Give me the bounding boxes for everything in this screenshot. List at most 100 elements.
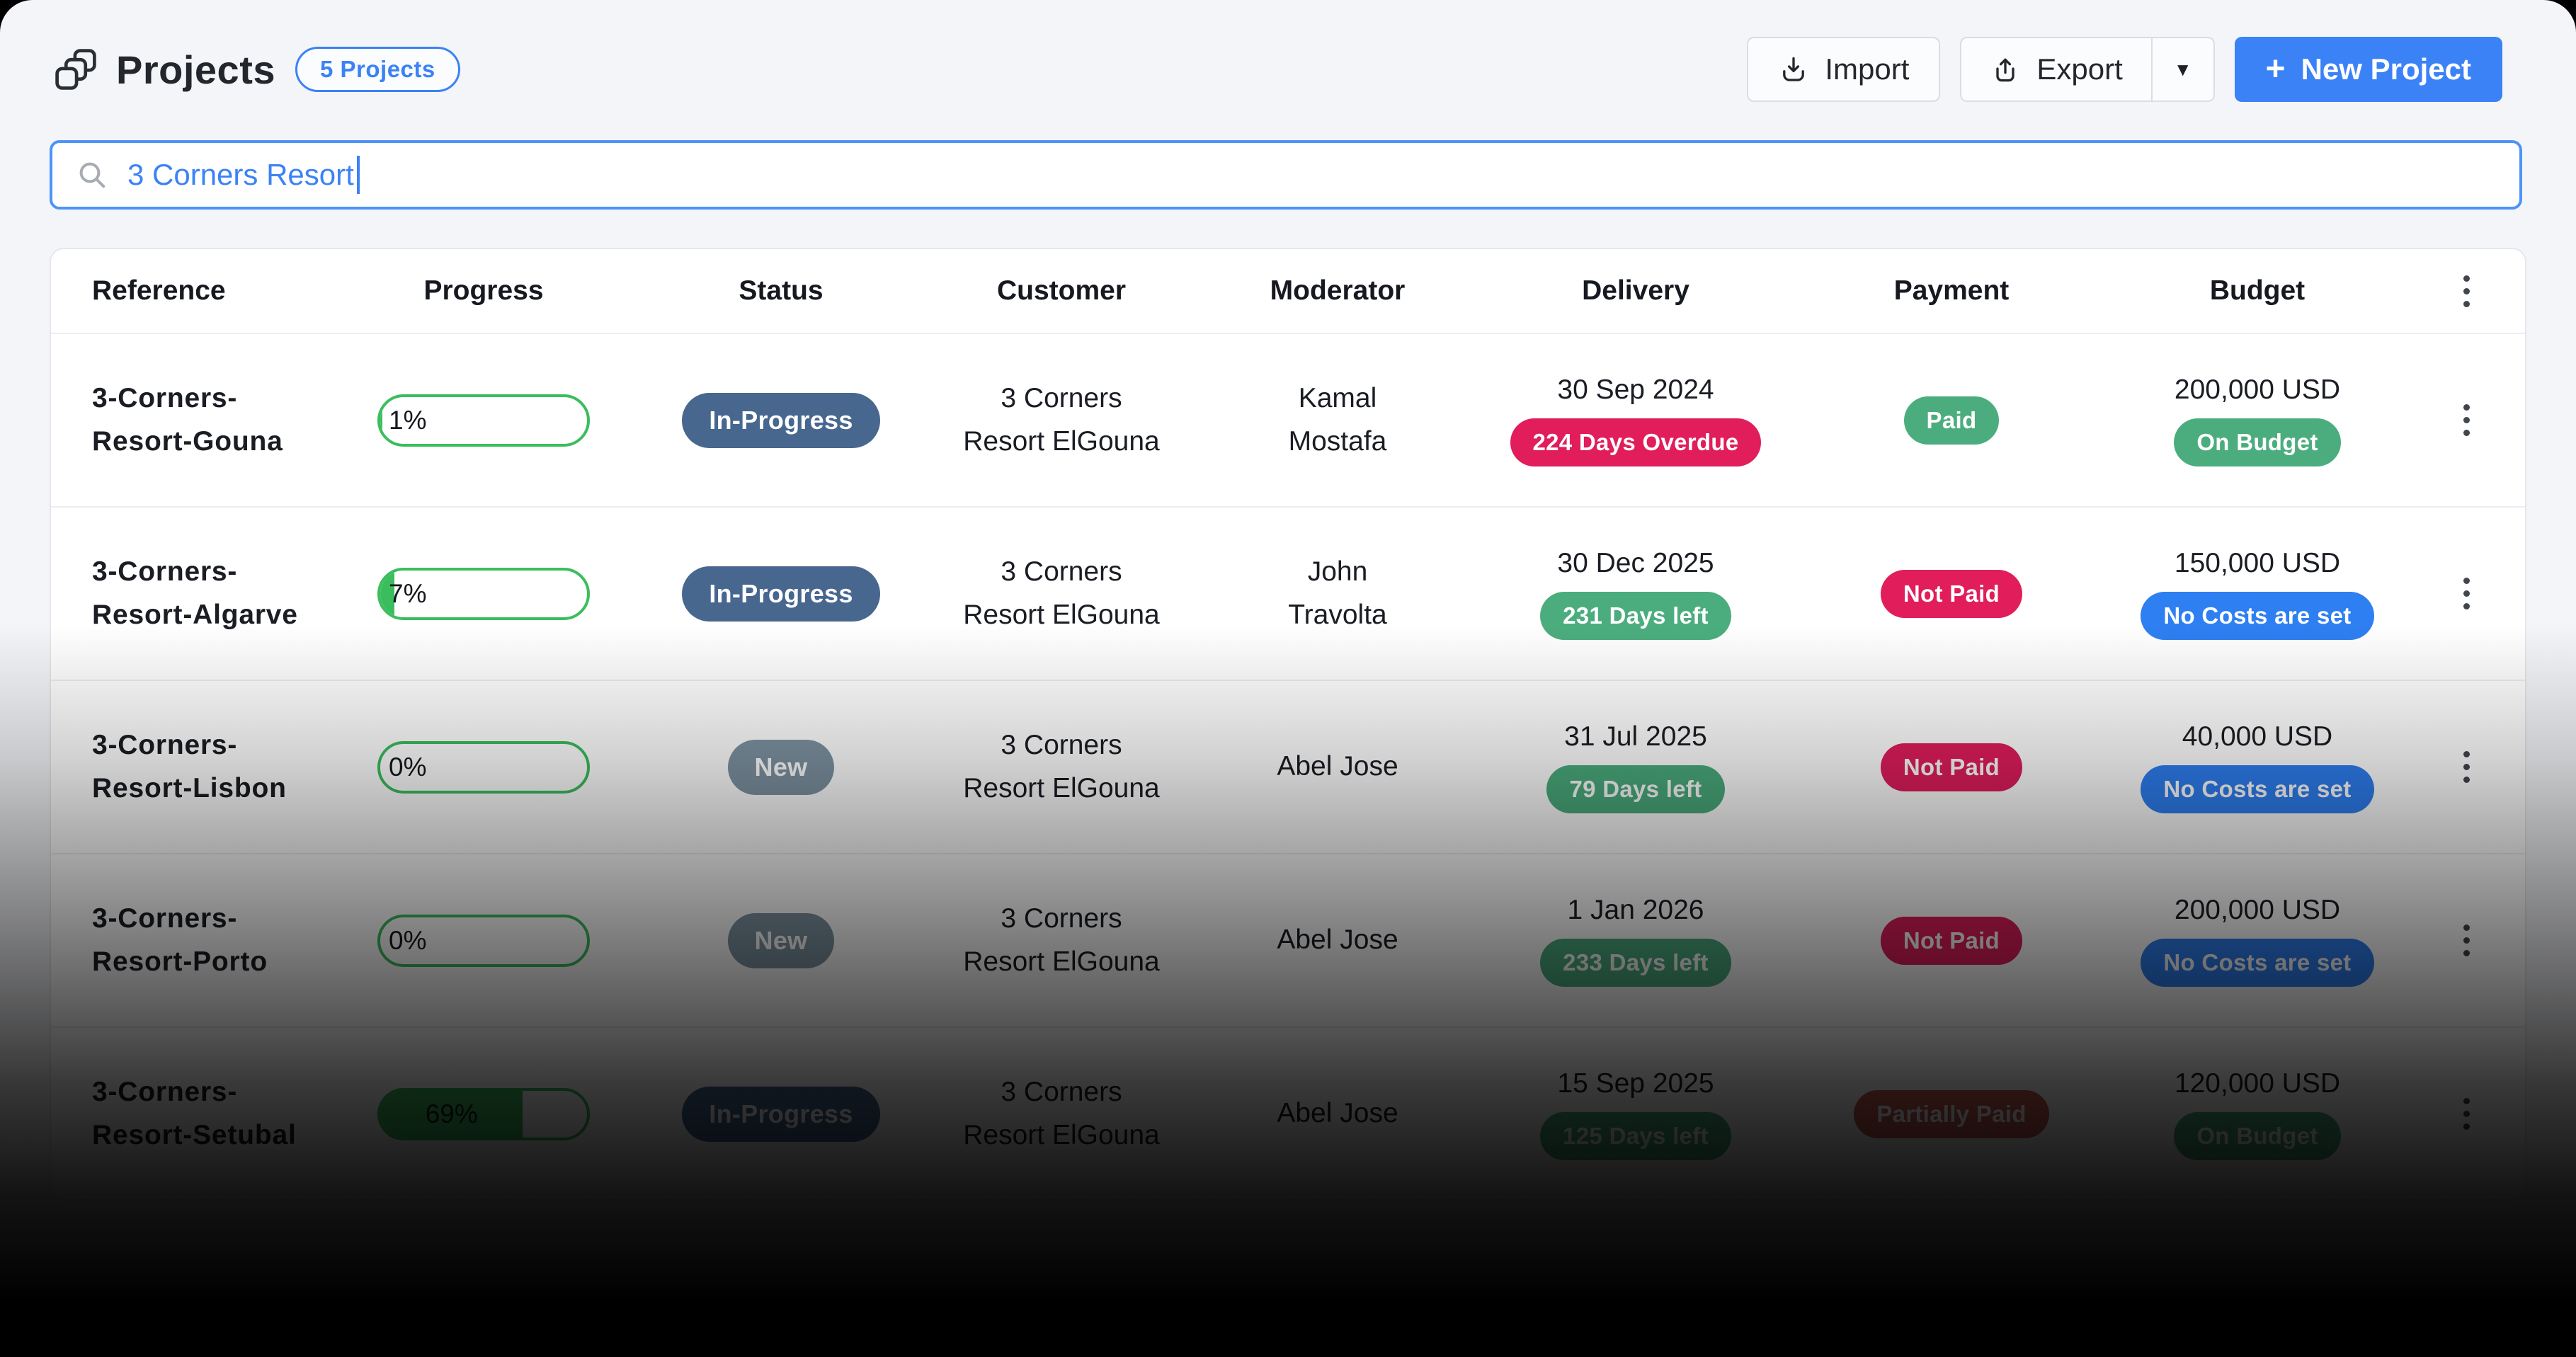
reference-cell: 3-Corners-Resort-Gouna xyxy=(92,383,283,457)
plus-icon: + xyxy=(2265,50,2286,88)
budget-amount: 200,000 USD xyxy=(2174,894,2341,925)
search-value: 3 Corners Resort xyxy=(127,158,354,191)
delivery-cell: 15 Sep 2025 125 Days left xyxy=(1540,1068,1731,1160)
reference-cell: 3-Corners-Resort-Algarve xyxy=(92,556,298,630)
row-options-button[interactable] xyxy=(2441,562,2491,626)
delivery-date: 15 Sep 2025 xyxy=(1557,1067,1714,1099)
status-badge: New xyxy=(727,739,835,795)
delivery-countdown-badge: 79 Days left xyxy=(1546,765,1725,813)
status-cell: In-Progress xyxy=(682,566,880,622)
row-options-button[interactable] xyxy=(2441,1082,2491,1146)
delivery-countdown-badge: 231 Days left xyxy=(1540,591,1731,640)
progress-cell: 7% xyxy=(377,567,590,620)
budget-status-badge: No Costs are set xyxy=(2141,591,2374,640)
reference-cell: 3-Corners-Resort-Setubal xyxy=(92,1077,297,1150)
export-button-group: Export ▼ xyxy=(1960,37,2215,102)
search-input[interactable]: 3 Corners Resort xyxy=(50,140,2522,210)
progress-cell: 69% xyxy=(377,1087,590,1140)
column-header-status: Status xyxy=(739,275,823,306)
delivery-date: 30 Dec 2025 xyxy=(1557,547,1714,578)
budget-cell: 120,000 USD On Budget xyxy=(2174,1067,2341,1160)
progress-bar: 0% xyxy=(377,740,590,794)
progress-cell: 0% xyxy=(377,914,590,967)
delivery-date: 30 Sep 2024 xyxy=(1557,374,1714,405)
project-count-badge: 5 Projects xyxy=(295,47,460,92)
moderator-cell: Kamal Mostafa xyxy=(1288,383,1387,457)
payment-cell: Not Paid xyxy=(1880,743,2023,791)
top-bar: Projects 5 Projects Import xyxy=(52,34,2502,105)
payment-status-badge: Partially Paid xyxy=(1854,1089,2049,1138)
status-badge: In-Progress xyxy=(682,1086,880,1142)
delivery-date: 1 Jan 2026 xyxy=(1567,894,1704,925)
status-badge: New xyxy=(727,912,835,968)
reference-cell: 3-Corners-Resort-Lisbon xyxy=(92,730,287,803)
status-badge: In-Progress xyxy=(682,566,880,622)
progress-bar: 69% xyxy=(377,1087,590,1140)
export-options-button[interactable]: ▼ xyxy=(2150,38,2213,101)
budget-amount: 40,000 USD xyxy=(2182,721,2333,752)
payment-cell: Not Paid xyxy=(1880,916,2023,965)
column-header-payment: Payment xyxy=(1893,275,2010,306)
progress-bar: 0% xyxy=(377,914,590,967)
budget-status-badge: On Budget xyxy=(2174,418,2341,466)
export-button[interactable]: Export xyxy=(1961,38,2150,101)
delivery-countdown-badge: 125 Days left xyxy=(1540,1111,1731,1160)
payment-status-badge: Paid xyxy=(1903,396,2000,445)
import-icon xyxy=(1778,54,1809,85)
delivery-cell: 30 Sep 2024 224 Days Overdue xyxy=(1510,374,1762,466)
budget-status-badge: No Costs are set xyxy=(2141,938,2374,987)
customer-cell: 3 Corners Resort ElGouna xyxy=(963,1077,1160,1150)
customer-cell: 3 Corners Resort ElGouna xyxy=(963,730,1160,803)
customer-cell: 3 Corners Resort ElGouna xyxy=(963,903,1160,977)
moderator-cell: Abel Jose xyxy=(1277,924,1398,956)
search-icon xyxy=(75,158,109,192)
moderator-cell: Abel Jose xyxy=(1277,1098,1398,1129)
customer-cell: 3 Corners Resort ElGouna xyxy=(963,556,1160,630)
table-body: 3-Corners-Resort-Gouna 1% In-Progress 3 Cor… xyxy=(51,333,2525,1199)
budget-status-badge: No Costs are set xyxy=(2141,765,2374,813)
row-options-button[interactable] xyxy=(2441,389,2491,452)
row-options-button[interactable] xyxy=(2441,909,2491,973)
delivery-cell: 30 Dec 2025 231 Days left xyxy=(1540,548,1731,640)
column-header-moderator: Moderator xyxy=(1270,275,1406,306)
budget-cell: 40,000 USD No Costs are set xyxy=(2141,721,2374,813)
import-button[interactable]: Import xyxy=(1747,37,1941,102)
column-header-progress: Progress xyxy=(423,275,544,306)
new-project-button[interactable]: + New Project xyxy=(2234,37,2502,102)
progress-bar: 7% xyxy=(377,567,590,620)
projects-table: Reference Progress Status Customer Moder… xyxy=(50,248,2526,1201)
projects-logo-icon xyxy=(52,46,99,93)
table-options-button[interactable] xyxy=(2441,259,2491,323)
delivery-countdown-badge: 224 Days Overdue xyxy=(1510,418,1762,466)
status-cell: In-Progress xyxy=(682,1086,880,1142)
progress-fill xyxy=(380,396,382,444)
table-header-row: Reference Progress Status Customer Moder… xyxy=(51,249,2525,333)
delivery-countdown-badge: 233 Days left xyxy=(1540,938,1731,987)
row-options-button[interactable] xyxy=(2441,735,2491,799)
budget-amount: 200,000 USD xyxy=(2174,374,2341,405)
export-icon xyxy=(1990,54,2021,85)
export-label: Export xyxy=(2036,52,2123,86)
moderator-cell: John Travolta xyxy=(1288,556,1387,630)
table-row: 3-Corners-Resort-Gouna 1% In-Progress 3 Cor… xyxy=(51,333,2525,506)
progress-bar: 1% xyxy=(377,394,590,447)
payment-cell: Partially Paid xyxy=(1854,1089,2049,1138)
payment-status-badge: Not Paid xyxy=(1880,916,2023,965)
column-header-customer: Customer xyxy=(996,275,1127,306)
status-cell: New xyxy=(727,739,835,795)
text-caret xyxy=(356,156,360,194)
payment-cell: Not Paid xyxy=(1880,569,2023,618)
progress-value: 0% xyxy=(389,752,427,781)
table-row: 3-Corners-Resort-Porto 0% New 3 Corners Res… xyxy=(51,853,2525,1026)
column-header-budget: Budget xyxy=(2209,275,2306,306)
column-header-delivery: Delivery xyxy=(1582,275,1689,306)
progress-value: 69% xyxy=(425,1099,478,1128)
table-row: 3-Corners-Resort-Lisbon 0% New 3 Corners Re… xyxy=(51,680,2525,853)
status-cell: In-Progress xyxy=(682,392,880,448)
payment-status-badge: Not Paid xyxy=(1880,743,2023,791)
budget-amount: 120,000 USD xyxy=(2174,1067,2341,1099)
progress-cell: 0% xyxy=(377,740,590,794)
delivery-date: 31 Jul 2025 xyxy=(1564,721,1707,752)
